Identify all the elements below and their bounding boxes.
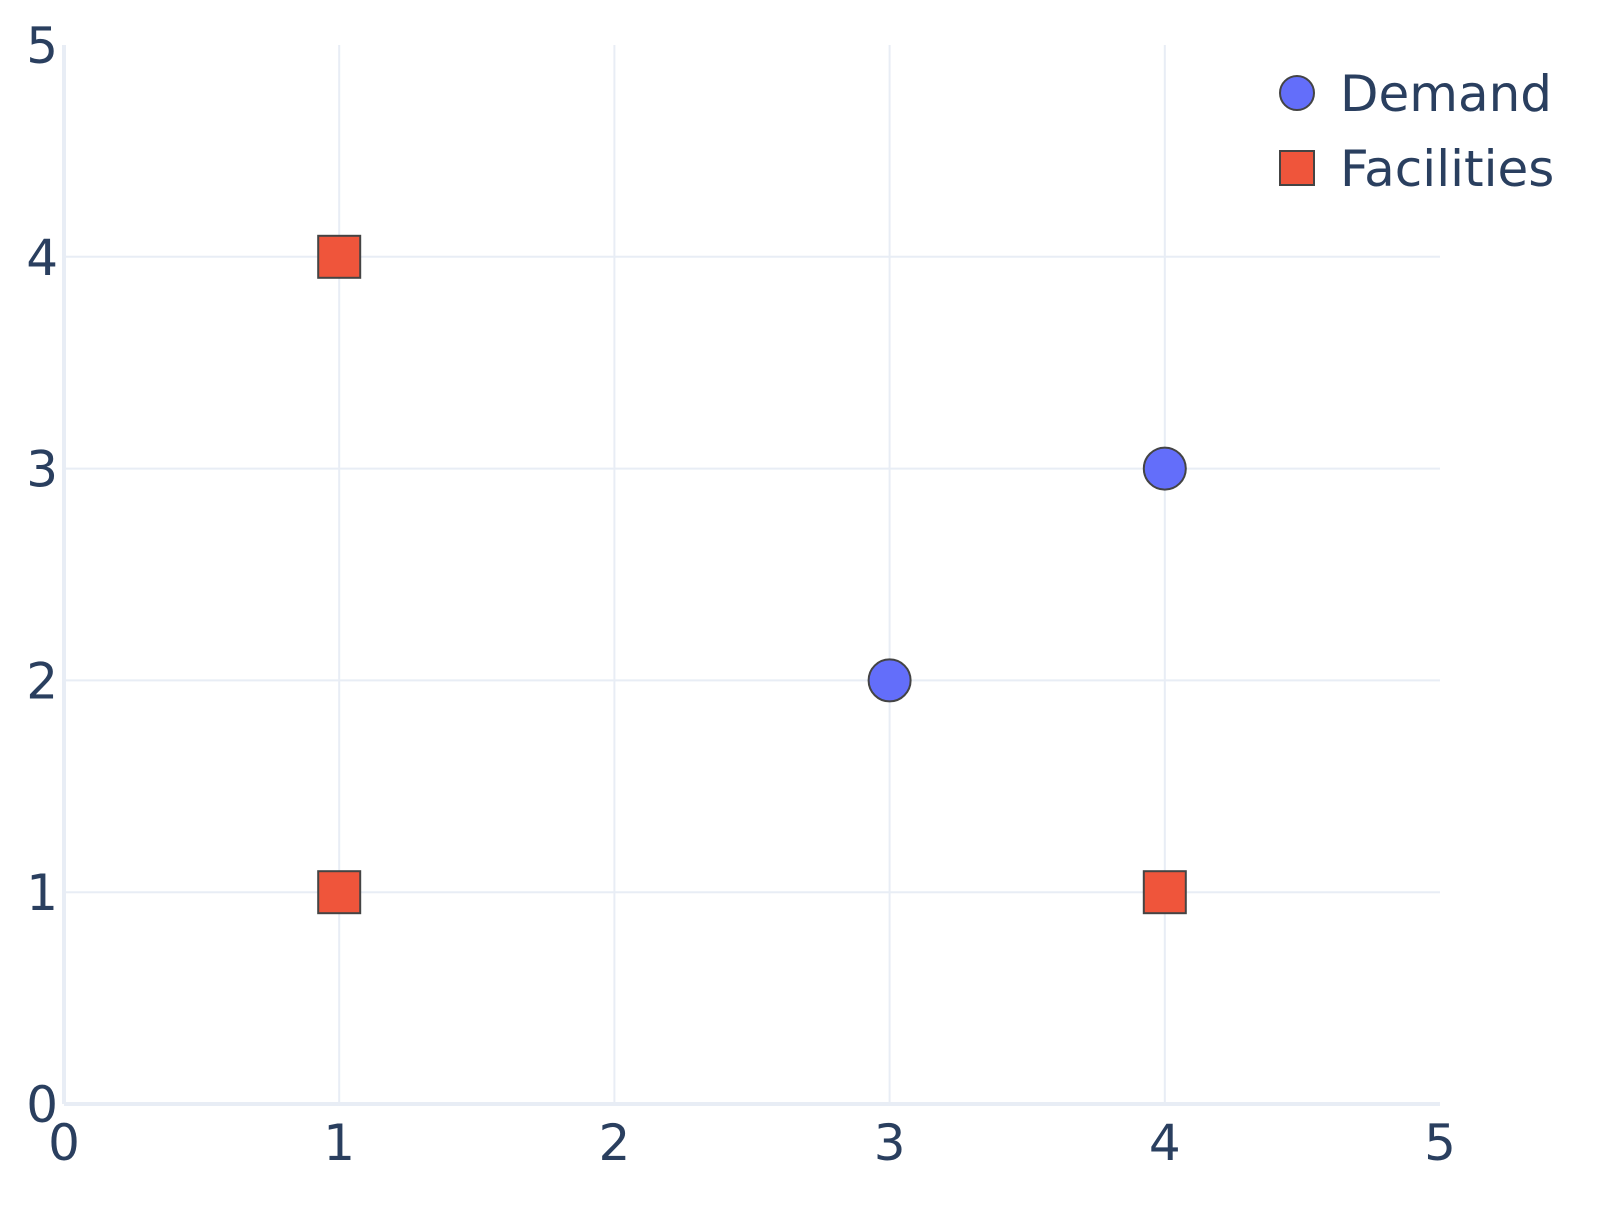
x-tick-label: 2 bbox=[598, 1114, 630, 1172]
x-tick-label: 5 bbox=[1424, 1114, 1456, 1172]
y-tick-label: 4 bbox=[26, 229, 58, 287]
demand-point[interactable] bbox=[1142, 446, 1187, 491]
y-tick-label: 2 bbox=[26, 652, 58, 710]
facility-point[interactable] bbox=[1142, 870, 1187, 915]
data-markers bbox=[317, 234, 1187, 915]
x-tick-label: 1 bbox=[323, 1114, 355, 1172]
legend-square-icon bbox=[1279, 150, 1315, 186]
y-tick-label: 1 bbox=[26, 864, 58, 922]
facility-point[interactable] bbox=[317, 870, 362, 915]
y-tick-label: 3 bbox=[26, 441, 58, 499]
legend-circle-icon bbox=[1279, 75, 1315, 111]
y-tick-label: 0 bbox=[26, 1076, 58, 1134]
axis-layer bbox=[62, 45, 1440, 1106]
legend-item-demand[interactable]: Demand bbox=[1279, 65, 1552, 123]
x-tick-label: 0 bbox=[48, 1114, 80, 1172]
legend[interactable]: Demand Facilities bbox=[1279, 65, 1554, 198]
demand-point[interactable] bbox=[867, 658, 912, 703]
tick-labels: 0 1 2 3 4 5 0 1 2 3 4 5 bbox=[26, 17, 1456, 1172]
facility-point[interactable] bbox=[317, 234, 362, 279]
x-tick-label: 3 bbox=[874, 1114, 906, 1172]
grid-layer bbox=[64, 45, 1440, 1104]
x-tick-label: 4 bbox=[1149, 1114, 1181, 1172]
y-tick-label: 5 bbox=[26, 17, 58, 75]
legend-item-facilities[interactable]: Facilities bbox=[1279, 140, 1554, 198]
legend-label: Demand bbox=[1340, 65, 1552, 123]
legend-label: Facilities bbox=[1340, 140, 1554, 198]
